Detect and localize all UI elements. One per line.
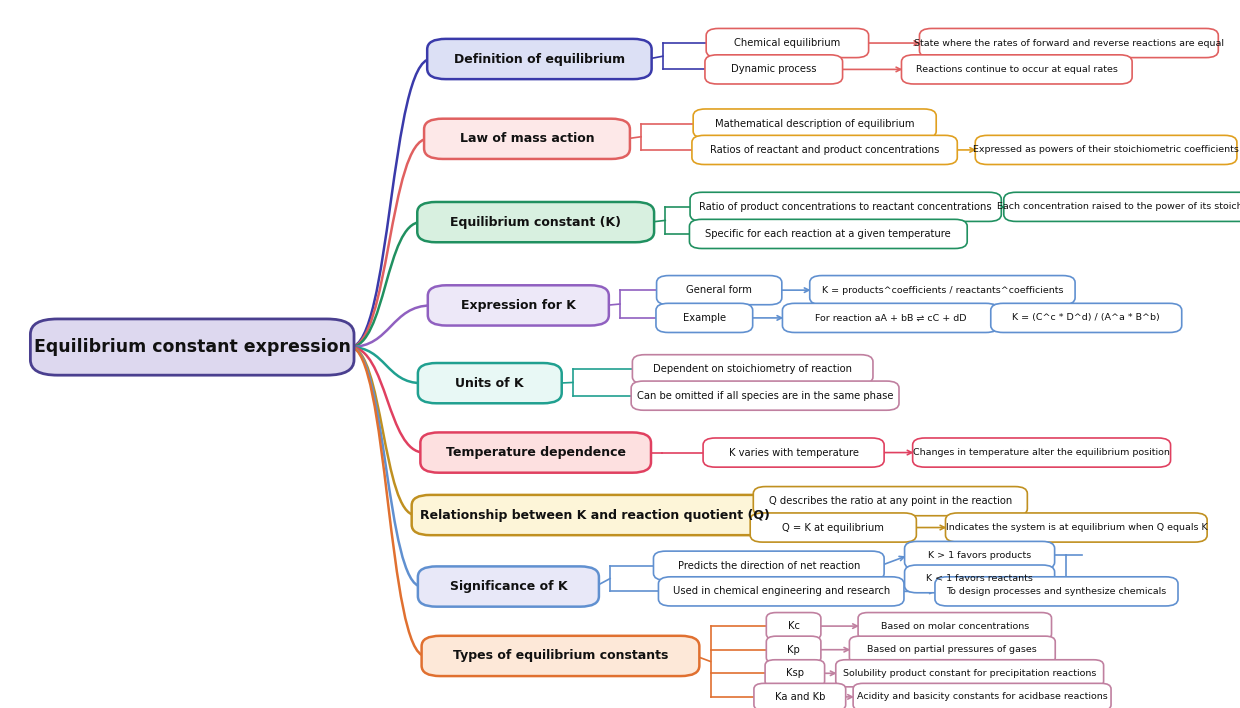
FancyBboxPatch shape [782, 303, 998, 333]
Text: General form: General form [686, 285, 753, 295]
Text: Definition of equilibrium: Definition of equilibrium [454, 52, 625, 66]
FancyBboxPatch shape [631, 381, 899, 410]
Text: K > 1 favors products: K > 1 favors products [928, 551, 1032, 560]
FancyBboxPatch shape [836, 660, 1104, 687]
Text: Predicts the direction of net reaction: Predicts the direction of net reaction [677, 561, 861, 571]
FancyBboxPatch shape [913, 438, 1171, 467]
FancyBboxPatch shape [945, 513, 1207, 542]
FancyBboxPatch shape [810, 275, 1075, 304]
FancyBboxPatch shape [703, 438, 884, 467]
Text: K varies with temperature: K varies with temperature [729, 447, 858, 457]
Text: State where the rates of forward and reverse reactions are equal: State where the rates of forward and rev… [914, 38, 1224, 47]
Text: Dynamic process: Dynamic process [732, 64, 816, 74]
Text: Law of mass action: Law of mass action [460, 132, 594, 145]
Text: K = products^coefficients / reactants^coefficients: K = products^coefficients / reactants^co… [822, 285, 1063, 295]
Text: Indicates the system is at equilibrium when Q equals K: Indicates the system is at equilibrium w… [946, 523, 1207, 532]
FancyBboxPatch shape [707, 28, 868, 57]
Text: Based on partial pressures of gases: Based on partial pressures of gases [868, 645, 1037, 654]
FancyBboxPatch shape [428, 285, 609, 326]
FancyBboxPatch shape [935, 577, 1178, 606]
Text: Relationship between K and reaction quotient (Q): Relationship between K and reaction quot… [420, 508, 770, 522]
FancyBboxPatch shape [30, 319, 355, 375]
Text: Expressed as powers of their stoichiometric coefficients: Expressed as powers of their stoichiomet… [973, 145, 1239, 154]
Text: Mathematical description of equilibrium: Mathematical description of equilibrium [715, 118, 914, 129]
FancyBboxPatch shape [420, 433, 651, 473]
FancyBboxPatch shape [418, 363, 562, 404]
FancyBboxPatch shape [853, 683, 1111, 708]
Text: For reaction aA + bB ⇌ cC + dD: For reaction aA + bB ⇌ cC + dD [815, 314, 966, 322]
FancyBboxPatch shape [418, 566, 599, 607]
Text: Solubility product constant for precipitation reactions: Solubility product constant for precipit… [843, 669, 1096, 678]
Text: Reactions continue to occur at equal rates: Reactions continue to occur at equal rat… [916, 65, 1117, 74]
FancyBboxPatch shape [422, 636, 699, 676]
FancyBboxPatch shape [919, 28, 1218, 57]
FancyBboxPatch shape [656, 303, 753, 333]
Text: Dependent on stoichiometry of reaction: Dependent on stoichiometry of reaction [653, 365, 852, 375]
Text: Used in chemical engineering and research: Used in chemical engineering and researc… [672, 586, 890, 596]
FancyBboxPatch shape [689, 219, 967, 249]
FancyBboxPatch shape [692, 135, 957, 164]
Text: Expression for K: Expression for K [461, 299, 575, 312]
Text: Changes in temperature alter the equilibrium position: Changes in temperature alter the equilib… [913, 448, 1171, 457]
Text: Temperature dependence: Temperature dependence [445, 446, 626, 459]
FancyBboxPatch shape [849, 636, 1055, 663]
Text: Chemical equilibrium: Chemical equilibrium [734, 38, 841, 48]
FancyBboxPatch shape [691, 193, 1002, 222]
FancyBboxPatch shape [754, 683, 846, 708]
FancyBboxPatch shape [693, 109, 936, 138]
Text: Equilibrium constant expression: Equilibrium constant expression [33, 338, 351, 356]
FancyBboxPatch shape [753, 486, 1027, 515]
FancyBboxPatch shape [766, 612, 821, 639]
Text: K < 1 favors reactants: K < 1 favors reactants [926, 574, 1033, 583]
Text: To design processes and synthesize chemicals: To design processes and synthesize chemi… [946, 587, 1167, 596]
Text: Ka and Kb: Ka and Kb [775, 692, 825, 702]
FancyBboxPatch shape [765, 660, 825, 687]
Text: Q describes the ratio at any point in the reaction: Q describes the ratio at any point in th… [769, 496, 1012, 506]
Text: Based on molar concentrations: Based on molar concentrations [880, 622, 1029, 631]
Text: Ratio of product concentrations to reactant concentrations: Ratio of product concentrations to react… [699, 202, 992, 212]
Text: Ksp: Ksp [786, 668, 804, 678]
FancyBboxPatch shape [657, 275, 781, 304]
FancyBboxPatch shape [427, 39, 652, 79]
FancyBboxPatch shape [858, 612, 1052, 639]
Text: Types of equilibrium constants: Types of equilibrium constants [453, 649, 668, 663]
FancyBboxPatch shape [901, 55, 1132, 84]
Text: K = (C^c * D^d) / (A^a * B^b): K = (C^c * D^d) / (A^a * B^b) [1012, 314, 1161, 322]
FancyBboxPatch shape [905, 565, 1055, 593]
Text: Q = K at equilibrium: Q = K at equilibrium [782, 523, 884, 532]
Text: Specific for each reaction at a given temperature: Specific for each reaction at a given te… [706, 229, 951, 239]
FancyBboxPatch shape [975, 135, 1236, 164]
Text: Example: Example [683, 313, 725, 323]
Text: Kp: Kp [787, 645, 800, 655]
FancyBboxPatch shape [653, 551, 884, 581]
Text: Units of K: Units of K [455, 377, 525, 389]
FancyBboxPatch shape [905, 542, 1055, 569]
Text: Kc: Kc [787, 621, 800, 631]
FancyBboxPatch shape [1004, 193, 1240, 222]
Text: Can be omitted if all species are in the same phase: Can be omitted if all species are in the… [637, 391, 893, 401]
FancyBboxPatch shape [412, 495, 779, 535]
FancyBboxPatch shape [417, 202, 655, 242]
FancyBboxPatch shape [750, 513, 916, 542]
Text: Significance of K: Significance of K [450, 580, 567, 593]
FancyBboxPatch shape [991, 303, 1182, 333]
Text: Acidity and basicity constants for acidbase reactions: Acidity and basicity constants for acidb… [857, 692, 1107, 702]
Text: Ratios of reactant and product concentrations: Ratios of reactant and product concentra… [711, 145, 939, 155]
FancyBboxPatch shape [658, 577, 904, 606]
Text: Equilibrium constant (K): Equilibrium constant (K) [450, 216, 621, 229]
FancyBboxPatch shape [766, 636, 821, 663]
FancyBboxPatch shape [632, 355, 873, 384]
FancyBboxPatch shape [424, 119, 630, 159]
Text: Each concentration raised to the power of its stoichiometric coefficient: Each concentration raised to the power o… [997, 202, 1240, 212]
FancyBboxPatch shape [704, 55, 843, 84]
